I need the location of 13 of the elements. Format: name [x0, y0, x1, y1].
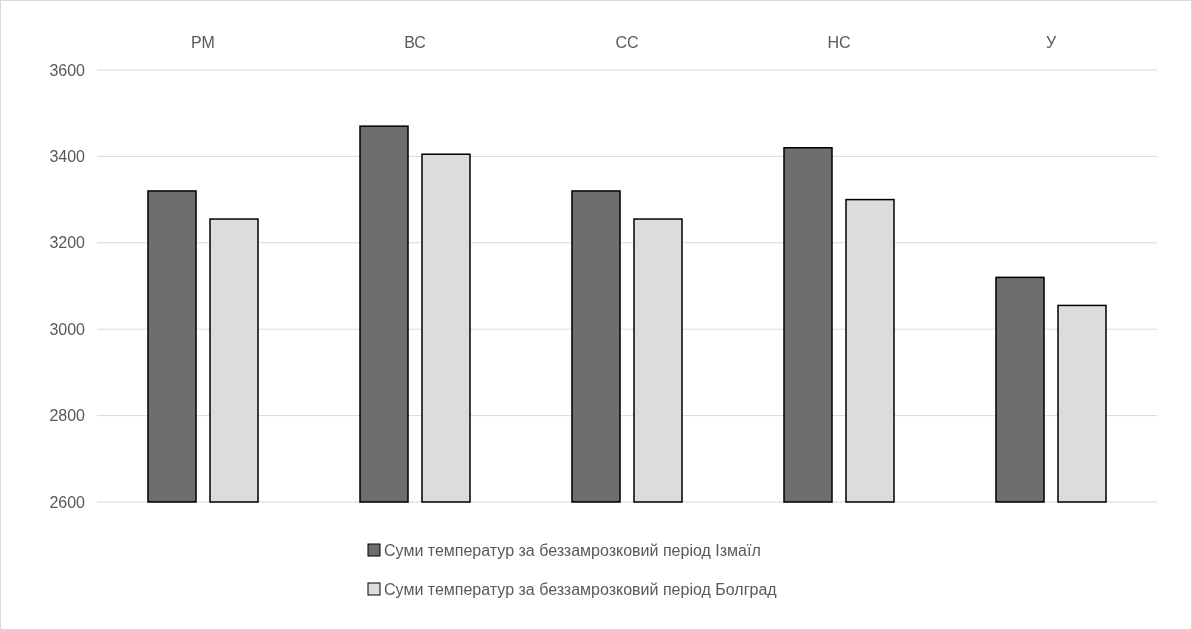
y-tick-label: 2600 — [49, 493, 86, 511]
x-tick-label: У — [1045, 34, 1057, 51]
legend-label: Суми температур за беззамрозковий період Болград — [384, 580, 778, 598]
y-tick-label: 3200 — [49, 234, 86, 252]
x-tick-label: ВС — [404, 34, 426, 51]
legend-label: Суми температур за беззамрозковий період Ізмаїл — [384, 541, 761, 559]
x-tick-label: СС — [615, 34, 639, 51]
y-tick-label: 3600 — [49, 61, 86, 79]
x-tick-label: НС — [827, 34, 851, 51]
y-tick-label: 3400 — [49, 148, 86, 165]
y-tick-label: 2800 — [49, 407, 86, 425]
y-tick-label: 3000 — [49, 320, 86, 338]
x-tick-label: РМ — [191, 34, 215, 51]
